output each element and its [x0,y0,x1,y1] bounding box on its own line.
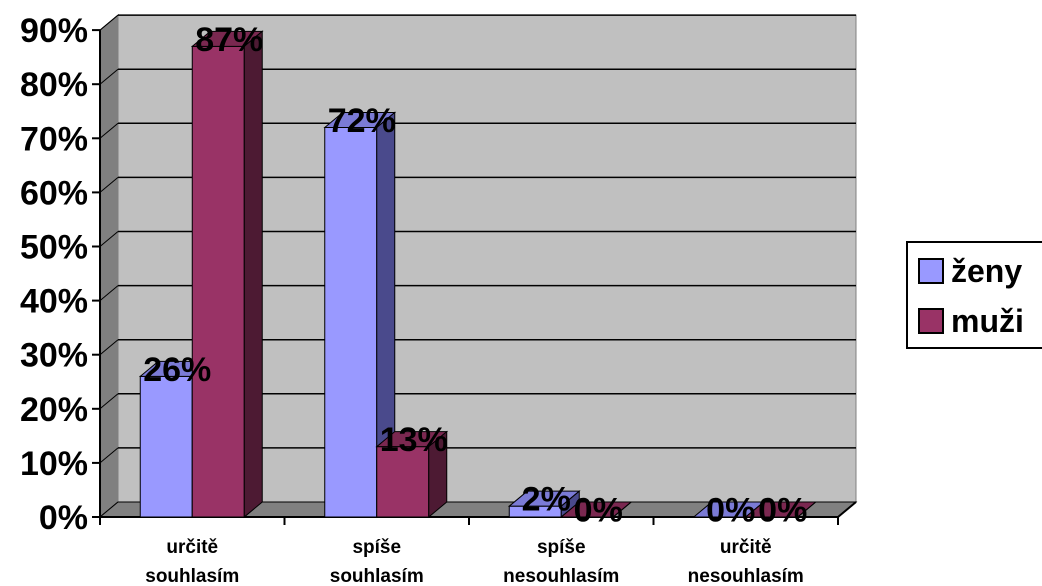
gridline-diag [99,339,119,356]
y-tick-label: 10% [20,445,88,483]
y-tick-label: 40% [20,283,88,321]
x-category-label: nesouhlasím [688,566,804,586]
data-label: 72% [328,102,396,140]
bar [139,375,193,518]
legend-swatch-zeny [918,258,944,284]
x-axis-end [837,501,857,518]
legend-swatch-muzi [918,308,944,334]
gridline-diag [99,231,119,247]
x-category-label: souhlasím [330,566,424,586]
y-tick-label: 60% [20,174,88,212]
gridline-diag [99,177,119,193]
y-tick-label: 50% [20,229,88,267]
legend-label-zeny: ženy [951,253,1022,289]
data-labels: 26%87%72%13%2% 0% 0% 0% [143,21,807,530]
gridline-diag [99,447,119,464]
y-tick-label: 70% [20,120,88,158]
bars [138,30,818,519]
data-label: 0% [758,492,807,530]
x-category-label: spíše [537,537,586,558]
data-label: 87% [195,21,263,59]
gridline-diag [99,285,119,301]
legend: ženy muži [906,241,1042,349]
x-category-label: nesouhlasím [503,566,619,586]
y-tick-label: 90% [20,12,88,50]
bar-side [797,501,817,518]
bar [191,45,245,518]
y-tick-label: 0% [39,499,88,537]
legend-label-muzi: muži [951,303,1024,339]
bar [324,126,378,518]
y-tick-label: 30% [20,337,88,375]
gridline-diag [99,393,119,410]
data-label: 26% [143,351,211,389]
x-category-label: souhlasím [145,566,239,586]
bar-side [428,430,448,519]
x-category-label: určitě [720,537,772,558]
y-tick-label: 20% [20,391,88,429]
gridline-diag [99,14,119,31]
gridline-diag [99,122,119,139]
bar [376,446,430,518]
data-label: 0% [706,492,755,530]
bar-side [243,30,263,519]
data-label: 2% [522,481,571,519]
gridline-diag [99,68,119,85]
y-tick-label: 80% [20,66,88,104]
left-wall [99,14,119,519]
bar-side [612,501,632,518]
x-category-label: určitě [166,537,218,558]
data-label: 0% [574,492,623,530]
x-category-label: spíše [352,537,401,558]
data-label: 13% [380,421,448,459]
